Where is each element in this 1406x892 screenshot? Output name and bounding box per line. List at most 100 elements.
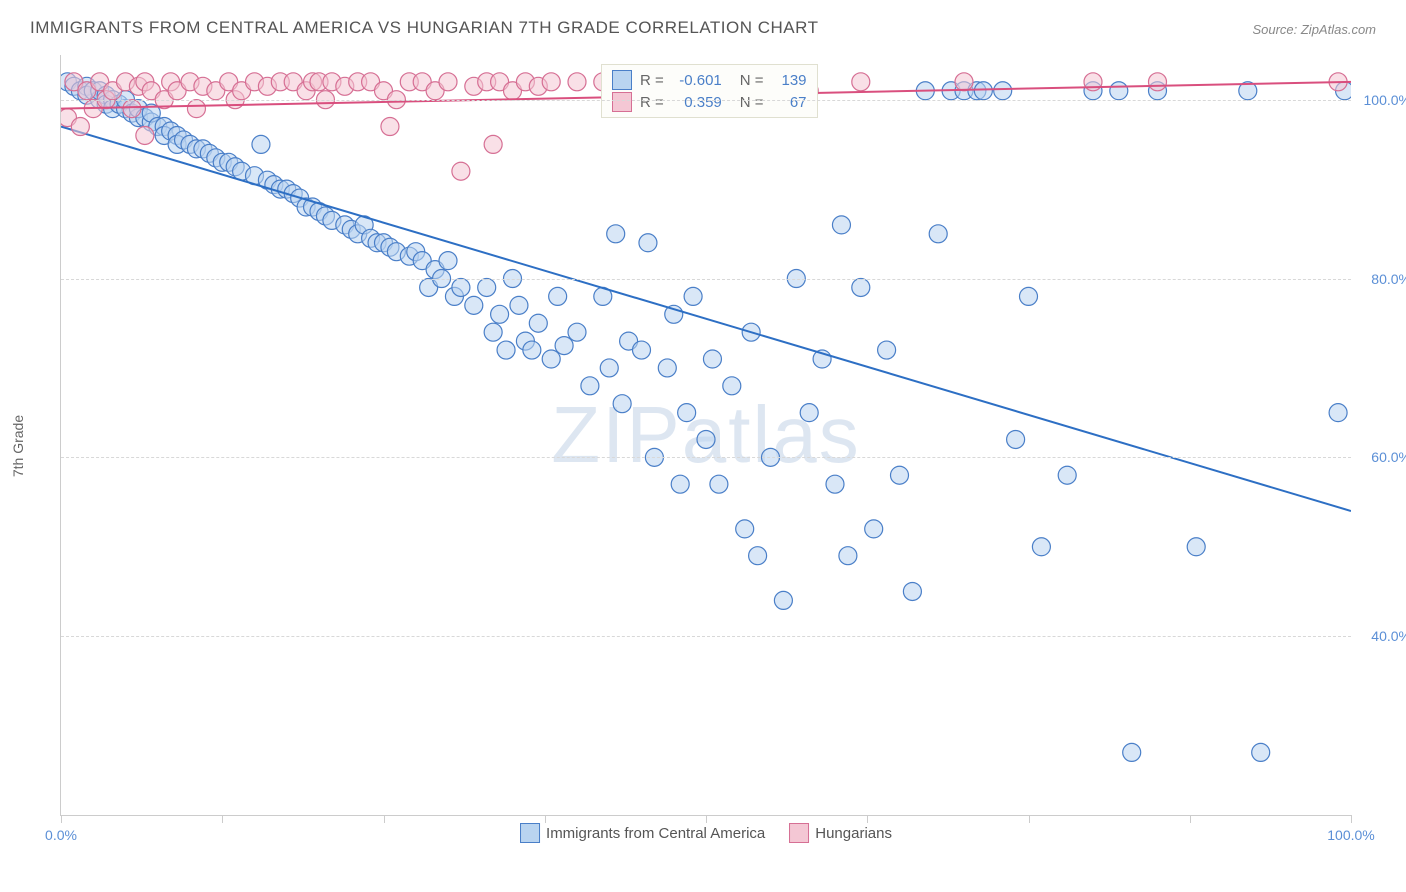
- scatter-point: [381, 118, 399, 136]
- scatter-point: [839, 547, 857, 565]
- stats-n-label: N =: [740, 94, 764, 111]
- scatter-point: [465, 296, 483, 314]
- scatter-point: [568, 323, 586, 341]
- scatter-point: [581, 377, 599, 395]
- legend-swatch: [789, 823, 809, 843]
- scatter-point: [878, 341, 896, 359]
- x-tick: [384, 815, 385, 823]
- scatter-point: [1058, 466, 1076, 484]
- scatter-point: [710, 475, 728, 493]
- scatter-point: [613, 395, 631, 413]
- scatter-point: [832, 216, 850, 234]
- scatter-point: [1032, 538, 1050, 556]
- stats-r-label: R =: [640, 72, 664, 89]
- scatter-point: [607, 225, 625, 243]
- x-tick: [61, 815, 62, 823]
- scatter-point: [187, 100, 205, 118]
- legend-swatch: [612, 70, 632, 90]
- scatter-point: [1252, 743, 1270, 761]
- scatter-point: [671, 475, 689, 493]
- gridline: [61, 636, 1351, 637]
- legend-item: Immigrants from Central America: [520, 823, 765, 843]
- stats-row: R =0.359N =67: [612, 91, 807, 113]
- scatter-point: [994, 82, 1012, 100]
- legend-swatch: [520, 823, 540, 843]
- scatter-point: [865, 520, 883, 538]
- chart-svg: [61, 55, 1351, 815]
- x-tick-label: 0.0%: [45, 827, 77, 843]
- scatter-point: [658, 359, 676, 377]
- scatter-point: [1123, 743, 1141, 761]
- scatter-point: [736, 520, 754, 538]
- scatter-point: [639, 234, 657, 252]
- scatter-point: [484, 323, 502, 341]
- scatter-point: [568, 73, 586, 91]
- scatter-point: [452, 278, 470, 296]
- scatter-point: [974, 82, 992, 100]
- scatter-point: [600, 359, 618, 377]
- scatter-point: [491, 305, 509, 323]
- scatter-point: [774, 591, 792, 609]
- scatter-point: [529, 314, 547, 332]
- stats-r-value: -0.601: [672, 72, 722, 89]
- scatter-point: [497, 341, 515, 359]
- x-tick: [706, 815, 707, 823]
- scatter-point: [852, 278, 870, 296]
- scatter-point: [852, 73, 870, 91]
- scatter-point: [684, 287, 702, 305]
- scatter-point: [1149, 73, 1167, 91]
- y-tick-label: 100.0%: [1356, 92, 1406, 108]
- scatter-point: [555, 337, 573, 355]
- bottom-legend: Immigrants from Central America Hungarian…: [520, 823, 892, 843]
- scatter-point: [633, 341, 651, 359]
- scatter-point: [1007, 430, 1025, 448]
- scatter-point: [903, 582, 921, 600]
- gridline: [61, 457, 1351, 458]
- scatter-point: [523, 341, 541, 359]
- scatter-point: [549, 287, 567, 305]
- scatter-point: [542, 350, 560, 368]
- scatter-point: [749, 547, 767, 565]
- legend-label: Hungarians: [815, 825, 892, 842]
- x-tick: [545, 815, 546, 823]
- gridline: [61, 100, 1351, 101]
- y-tick-label: 40.0%: [1356, 628, 1406, 644]
- scatter-point: [484, 135, 502, 153]
- scatter-point: [697, 430, 715, 448]
- scatter-point: [439, 252, 457, 270]
- scatter-point: [1110, 82, 1128, 100]
- x-tick: [222, 815, 223, 823]
- source-label: Source: ZipAtlas.com: [1252, 22, 1376, 37]
- chart-title: IMMIGRANTS FROM CENTRAL AMERICA VS HUNGA…: [30, 18, 819, 38]
- stats-r-label: R =: [640, 94, 664, 111]
- legend-item: Hungarians: [789, 823, 892, 843]
- scatter-point: [252, 135, 270, 153]
- stats-n-label: N =: [740, 72, 764, 89]
- scatter-point: [71, 118, 89, 136]
- scatter-point: [826, 475, 844, 493]
- scatter-point: [542, 73, 560, 91]
- scatter-point: [723, 377, 741, 395]
- scatter-point: [703, 350, 721, 368]
- y-tick-label: 80.0%: [1356, 271, 1406, 287]
- legend-label: Immigrants from Central America: [546, 825, 765, 842]
- scatter-point: [678, 404, 696, 422]
- scatter-point: [929, 225, 947, 243]
- x-tick: [1029, 815, 1030, 823]
- x-tick: [867, 815, 868, 823]
- stats-row: R =-0.601N =139: [612, 69, 807, 91]
- scatter-point: [439, 73, 457, 91]
- stats-legend-box: R =-0.601N =139R =0.359N =67: [601, 64, 818, 118]
- scatter-point: [452, 162, 470, 180]
- y-axis-label: 7th Grade: [10, 415, 26, 477]
- legend-swatch: [612, 92, 632, 112]
- scatter-point: [955, 73, 973, 91]
- scatter-point: [136, 126, 154, 144]
- scatter-point: [800, 404, 818, 422]
- y-tick-label: 60.0%: [1356, 449, 1406, 465]
- scatter-point: [123, 100, 141, 118]
- trend-line: [61, 127, 1351, 511]
- scatter-point: [891, 466, 909, 484]
- x-tick: [1190, 815, 1191, 823]
- scatter-point: [510, 296, 528, 314]
